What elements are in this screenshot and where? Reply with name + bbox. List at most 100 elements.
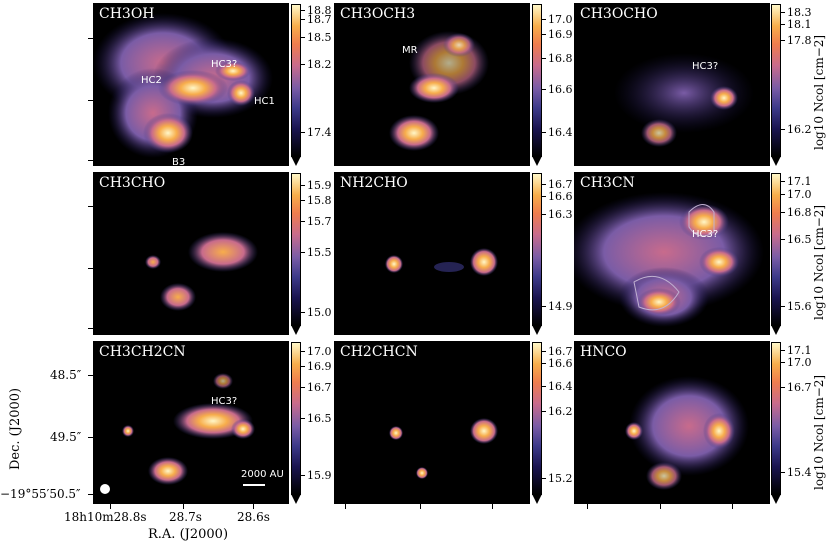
colorbar-tick-label: 17.4: [307, 126, 332, 139]
colorbar-tick-label: 17.0: [307, 345, 332, 358]
colorbar-label-row3: log10 Ncol [cm−2]: [812, 374, 826, 490]
colorbar-tick-label: 16.6: [548, 190, 573, 203]
colorbar-tick: [781, 24, 785, 25]
colorbar-tick: [301, 64, 305, 65]
emission-map: [93, 13, 273, 158]
panel-ch3ocho: CH3OCHO HC3?: [574, 3, 770, 166]
colorbar-tick-label: 16.7: [548, 178, 573, 191]
colorbar-tick: [301, 387, 305, 388]
colorbar-extend-tip: [291, 494, 301, 504]
colorbar-tick: [781, 362, 785, 363]
annotation-hc3: HC3?: [692, 229, 719, 240]
colorbar-label-row2: log10 Ncol [cm−2]: [812, 204, 826, 320]
colorbar-tick-label: 16.6: [548, 357, 573, 370]
scalebar-label: 2000 AU: [241, 469, 284, 480]
x-tick: [253, 504, 254, 509]
colorbar-tick: [301, 252, 305, 253]
colorbar-tick: [542, 89, 546, 90]
colorbar-tick: [781, 12, 785, 13]
colorbar-tick-label: 17.0: [787, 188, 812, 201]
colorbar-tick: [542, 196, 546, 197]
y-tick: [88, 206, 93, 207]
annotation-hc2: HC2: [141, 75, 162, 86]
colorbar-tick: [542, 411, 546, 412]
colorbar-extend-tip: [771, 494, 781, 504]
panel-title: CH3OH: [99, 6, 155, 22]
colorbar-tick-label: 15.5: [307, 246, 332, 259]
emission-map: [385, 248, 498, 276]
colorbar-tick: [781, 181, 785, 182]
colorbar-extend-tip: [532, 156, 542, 166]
colorbar-tick-label: 18.7: [307, 13, 332, 26]
annotation-hc3: HC3?: [211, 396, 238, 407]
panel-title: HNCO: [580, 344, 627, 360]
colorbar: [771, 173, 781, 326]
panel-title: CH3CHO: [99, 175, 166, 191]
x-tick-label: 28.6s: [237, 510, 270, 524]
colorbar-extend-tip: [532, 325, 542, 335]
colorbar: [532, 342, 542, 495]
colorbar-label-row1: log10 Ncol [cm−2]: [812, 34, 826, 150]
colorbar-tick-label: 18.8: [307, 4, 332, 17]
annotation-mr: MR: [402, 45, 418, 56]
y-tick: [88, 437, 93, 438]
colorbar-extend-tip: [291, 325, 301, 335]
y-tick: [88, 268, 93, 269]
colorbar-tick-label: 16.4: [548, 380, 573, 393]
colorbar-extend-tip: [771, 156, 781, 166]
colorbar-tick-label: 16.6: [548, 83, 573, 96]
colorbar-tick: [301, 200, 305, 201]
colorbar-tick-label: 16.8: [787, 206, 812, 219]
colorbar-tick-label: 17.0: [548, 13, 573, 26]
colorbar-tick: [542, 132, 546, 133]
colorbar-tick: [781, 194, 785, 195]
colorbar-tick: [781, 40, 785, 41]
colorbar-tick-label: 16.7: [787, 381, 812, 394]
panel-ch3cn: CH3CN HC3?: [574, 172, 770, 335]
colorbar-tick-label: 17.1: [787, 175, 812, 188]
colorbar-tick-label: 16.8: [548, 52, 573, 65]
colorbar-extend-tip: [771, 325, 781, 335]
colorbar-tick-label: 16.2: [787, 123, 812, 136]
colorbar-tick-label: 16.5: [787, 233, 812, 246]
y-tick: [88, 328, 93, 329]
colorbar-tick: [301, 132, 305, 133]
colorbar-tick: [781, 129, 785, 130]
panel-ch2chcn: CH2CHCN: [334, 341, 530, 504]
colorbar-tick: [781, 472, 785, 473]
scalebar-line: [243, 484, 265, 486]
panel-ch3och3: CH3OCH3 MR: [334, 3, 530, 166]
colorbar-tick: [301, 351, 305, 352]
colorbar-tick: [301, 366, 305, 367]
colorbar-tick: [301, 475, 305, 476]
colorbar-tick-label: 17.1: [787, 344, 812, 357]
panel-nh2cho: NH2CHO: [334, 172, 530, 335]
colorbar-tick-label: 15.6: [787, 300, 812, 313]
x-tick: [110, 504, 111, 509]
x-tick: [420, 504, 421, 509]
colorbar-tick: [542, 184, 546, 185]
colorbar-extend-tip: [291, 156, 301, 166]
colorbar: [291, 173, 301, 326]
emission-map: [614, 53, 754, 147]
y-tick: [88, 375, 93, 376]
x-tick: [732, 504, 733, 509]
colorbar-tick: [781, 350, 785, 351]
colorbar-tick: [301, 418, 305, 419]
x-tick: [492, 504, 493, 509]
emission-map: [574, 192, 764, 327]
colorbar-tick-label: 18.1: [787, 18, 812, 31]
colorbar-tick-label: 18.5: [307, 31, 332, 44]
colorbar-tick-label: 17.8: [787, 34, 812, 47]
annotation-hc1: HC1: [254, 96, 275, 107]
colorbar-tick-label: 17.0: [787, 356, 812, 369]
colorbar-tick: [542, 363, 546, 364]
panel-title: NH2CHO: [340, 175, 408, 191]
colorbar-tick: [542, 214, 546, 215]
annotation-b3: B3: [172, 157, 186, 166]
colorbar-extend-tip: [532, 494, 542, 504]
colorbar-tick-label: 18.2: [307, 58, 332, 71]
emission-map: [389, 418, 498, 479]
emission-map: [100, 373, 265, 494]
x-tick: [587, 504, 588, 509]
